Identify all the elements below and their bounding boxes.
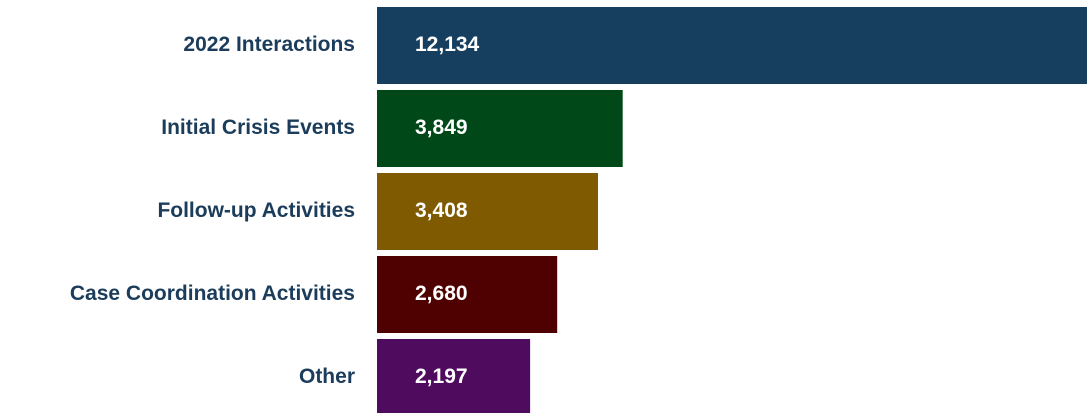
value-label: 3,849 [415,116,468,139]
bar [377,339,531,413]
category-label: Initial Crisis Events [161,116,355,139]
category-label: Case Coordination Activities [70,282,355,305]
value-label: 12,134 [415,33,480,56]
value-label: 2,680 [415,282,468,305]
category-label: Other [299,365,355,388]
bar [377,7,1087,84]
value-label: 3,408 [415,199,468,222]
bar [377,256,558,333]
bar [377,90,623,167]
bar [377,173,598,250]
category-label: Follow-up Activities [157,199,355,222]
category-label: 2022 Interactions [183,33,355,56]
value-label: 2,197 [415,365,468,388]
